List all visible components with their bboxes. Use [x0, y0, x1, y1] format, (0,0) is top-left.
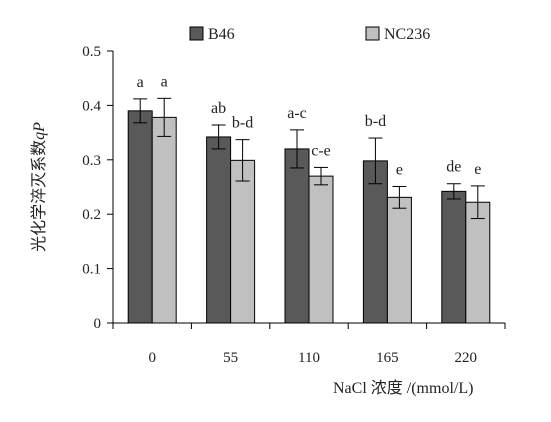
significance-label: e	[474, 161, 481, 178]
bar-nc236-0	[151, 116, 177, 324]
legend: B46 NC236	[189, 26, 430, 43]
significance-label: a	[161, 73, 168, 90]
y-axis-title-main: 光化学淬灭系数	[30, 140, 48, 252]
y-axis-ticks: 0 0.1 0.2 0.3 0.4 0.5	[82, 44, 113, 332]
bar-nc236-55	[230, 159, 256, 324]
x-tick-label: 165	[376, 350, 399, 366]
x-axis-title: NaCl 浓度 /(mmol/L)	[333, 379, 473, 397]
bar-b46-165	[362, 160, 388, 324]
significance-label: a-c	[287, 105, 307, 122]
significance-label: e	[396, 161, 403, 178]
significance-label: b-d	[365, 113, 386, 130]
legend-swatch-nc236	[365, 26, 380, 41]
x-axis-ticks: 0 55 110 165 220	[112, 323, 506, 366]
significance-labels: a ab a-c b-d de a b-d c-e e e	[137, 73, 482, 178]
bar-marks	[127, 110, 491, 324]
legend-label-b46: B46	[208, 26, 235, 43]
x-tick-label: 110	[298, 350, 320, 366]
x-tick-label: 55	[223, 350, 238, 366]
y-tick-label: 0.5	[82, 44, 101, 60]
bar-nc236-220	[465, 201, 491, 324]
y-tick-label: 0	[94, 316, 102, 332]
y-axis-title: 光化学淬灭系数qP	[30, 122, 48, 252]
plot-area: 0 0.1 0.2 0.3 0.4 0.5 0 55 110 165 220 a ab a-c b-d d…	[82, 44, 506, 366]
bar-b46-220	[441, 190, 467, 324]
y-tick-label: 0.4	[82, 98, 101, 114]
y-tick-label: 0.3	[82, 153, 101, 169]
bar-b46-110	[284, 148, 310, 324]
legend-label-nc236: NC236	[384, 26, 430, 43]
legend-swatch-b46	[189, 26, 204, 41]
error-bars	[133, 97, 485, 220]
x-tick-label: 0	[148, 350, 156, 366]
y-tick-label: 0.1	[82, 262, 101, 278]
significance-label: de	[446, 159, 461, 176]
significance-label: ab	[211, 100, 226, 117]
bar-b46-55	[206, 136, 232, 324]
x-tick-label: 220	[455, 350, 478, 366]
bar-nc236-110	[308, 175, 334, 324]
significance-label: c-e	[311, 142, 331, 159]
y-axis-title-symbol: qP	[31, 122, 48, 140]
significance-label: b-d	[232, 115, 253, 132]
bar-b46-0	[127, 110, 153, 324]
significance-label: a	[137, 74, 144, 91]
y-tick-label: 0.2	[82, 207, 101, 223]
bar-nc236-165	[386, 196, 412, 324]
